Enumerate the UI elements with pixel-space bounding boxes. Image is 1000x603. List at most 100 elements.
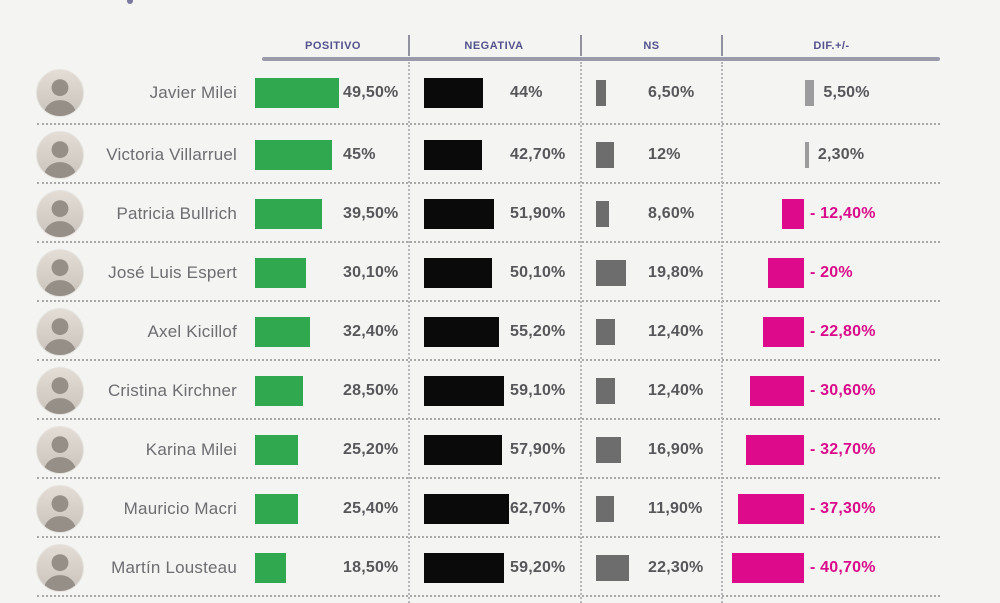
row-separator xyxy=(37,182,940,184)
ns-value: 11,90% xyxy=(648,499,703,517)
dif-bar-positive xyxy=(805,141,809,168)
ns-bar xyxy=(596,318,615,345)
positive-bar xyxy=(255,78,340,108)
ns-bar xyxy=(596,377,615,404)
row-separator xyxy=(37,595,940,597)
dif-value: - 37,30% xyxy=(810,499,876,517)
positive-bar xyxy=(255,552,287,583)
positive-bar xyxy=(255,257,307,288)
avatar xyxy=(36,307,84,356)
avatar xyxy=(36,130,84,179)
dif-value: - 40,70% xyxy=(810,558,876,576)
ns-bar xyxy=(596,436,622,463)
ns-value: 8,60% xyxy=(648,204,695,222)
avatar xyxy=(36,425,84,474)
table-row: Javier Milei 49,50% 44% 6,50% 5,50% xyxy=(0,61,1000,125)
dif-bar-positive xyxy=(805,80,815,106)
dif-bar-negative xyxy=(763,316,804,347)
negative-bar xyxy=(424,78,484,108)
negative-bar xyxy=(424,198,495,229)
rows: Javier Milei 49,50% 44% 6,50% 5,50% Victoria … xyxy=(0,61,1000,597)
ns-bar xyxy=(596,200,609,227)
positive-bar xyxy=(255,375,304,406)
column-divider xyxy=(721,62,723,603)
header-divider-tick xyxy=(408,35,410,56)
avatar xyxy=(36,69,84,117)
negative-value: 44% xyxy=(510,84,543,101)
cropped-title-fragment xyxy=(127,0,133,4)
negative-value: 51,90% xyxy=(510,204,566,222)
dif-value: - 22,80% xyxy=(810,322,876,340)
negative-bar xyxy=(424,434,503,465)
ns-value: 19,80% xyxy=(648,263,704,281)
positive-bar xyxy=(255,198,323,229)
dif-bar-negative xyxy=(745,434,804,465)
person-name: Victoria Villarruel xyxy=(106,144,237,164)
avatar xyxy=(36,248,84,297)
negative-bar xyxy=(424,552,504,583)
positive-bar xyxy=(255,316,311,347)
negative-value: 62,70% xyxy=(510,499,566,517)
person-silhouette-icon xyxy=(43,435,77,473)
row-separator xyxy=(37,123,940,125)
header-divider-tick xyxy=(580,35,582,56)
positive-value: 49,50% xyxy=(343,84,399,101)
dif-value: - 32,70% xyxy=(810,440,876,458)
dif-bar-negative xyxy=(768,257,804,288)
header-divider-tick xyxy=(721,35,723,56)
column-header-ns: NS xyxy=(643,40,660,52)
person-name: Axel Kicillof xyxy=(147,321,237,341)
negative-bar xyxy=(424,257,492,288)
negative-bar xyxy=(424,493,509,524)
row-separator xyxy=(37,536,940,538)
dif-bar-negative xyxy=(737,493,804,524)
ns-bar xyxy=(596,141,614,168)
table-row: Victoria Villarruel 45% 42,70% 12% 2,30% xyxy=(0,125,1000,184)
ns-bar xyxy=(596,554,630,581)
person-silhouette-icon xyxy=(43,317,77,355)
table-row: Martín Lousteau 18,50% 59,20% 22,30% - 40,70… xyxy=(0,538,1000,597)
ns-bar xyxy=(596,80,606,106)
column-header-negativa: NEGATIVA xyxy=(464,40,524,52)
ns-value: 12,40% xyxy=(648,381,704,399)
dif-value: 5,50% xyxy=(823,84,870,101)
ns-value: 16,90% xyxy=(648,440,704,458)
positive-value: 28,50% xyxy=(343,381,399,399)
row-separator xyxy=(37,241,940,243)
row-separator xyxy=(37,418,940,420)
person-silhouette-icon xyxy=(43,553,77,591)
column-divider xyxy=(580,62,582,603)
positive-value: 25,20% xyxy=(343,440,399,458)
person-name: Javier Milei xyxy=(149,83,237,102)
negative-value: 59,20% xyxy=(510,558,566,576)
positive-value: 45% xyxy=(343,145,376,163)
person-silhouette-icon xyxy=(43,79,77,116)
negative-bar xyxy=(424,316,499,347)
person-silhouette-icon xyxy=(43,199,77,237)
negative-value: 59,10% xyxy=(510,381,566,399)
person-silhouette-icon xyxy=(43,494,77,532)
dif-bar-negative xyxy=(781,198,804,229)
positive-value: 39,50% xyxy=(343,204,399,222)
positive-bar xyxy=(255,139,332,170)
person-name: Mauricio Macri xyxy=(123,498,237,518)
negative-bar xyxy=(424,375,504,406)
negative-bar xyxy=(424,139,482,170)
ns-value: 6,50% xyxy=(648,84,695,101)
ns-bar xyxy=(596,259,626,286)
ns-value: 22,30% xyxy=(648,558,704,576)
row-separator xyxy=(37,359,940,361)
person-name: Martín Lousteau xyxy=(111,557,237,577)
positive-bar xyxy=(255,434,298,465)
table-row: Karina Milei 25,20% 57,90% 16,90% - 32,70% xyxy=(0,420,1000,479)
avatar xyxy=(36,543,84,592)
dif-bar-negative xyxy=(731,552,804,583)
table-row: Axel Kicillof 32,40% 55,20% 12,40% - 22,80% xyxy=(0,302,1000,361)
row-separator xyxy=(37,477,940,479)
positive-value: 18,50% xyxy=(343,558,399,576)
column-header-dif: DIF.+/- xyxy=(813,40,850,52)
table-row: José Luis Espert 30,10% 50,10% 19,80% - 20% xyxy=(0,243,1000,302)
ns-value: 12% xyxy=(648,145,681,163)
column-header-positivo: POSITIVO xyxy=(305,40,361,52)
